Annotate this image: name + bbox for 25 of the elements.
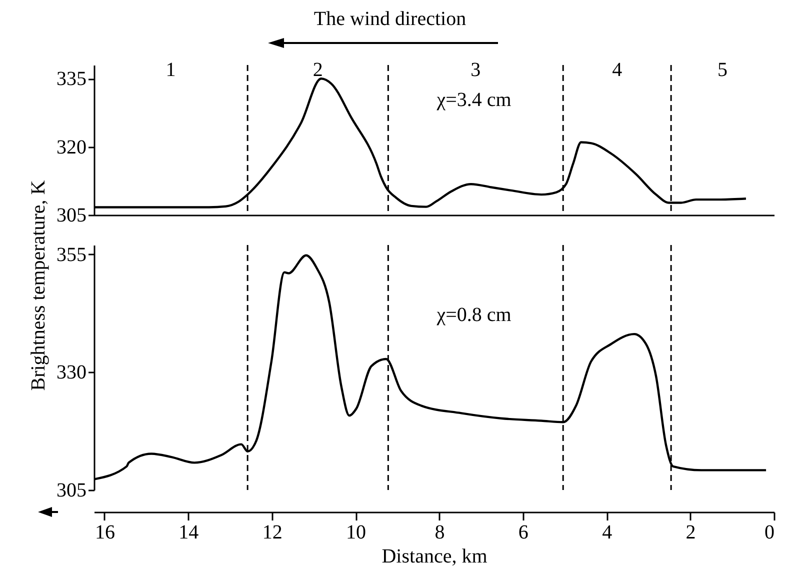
annotation: χ=0.8 cm <box>436 304 512 326</box>
annotation: 3 <box>470 59 481 81</box>
y-tick-label: 320 <box>56 136 86 158</box>
x-tick-label: 8 <box>434 522 445 544</box>
y-axis-title: Brightness temperature, K <box>28 180 50 391</box>
y-tick-label: 355 <box>56 244 86 266</box>
x-tick-label: 6 <box>518 522 528 544</box>
y-tick-label: 305 <box>56 480 86 502</box>
y-tick-label: 335 <box>56 68 86 90</box>
y-tick-label: 330 <box>56 362 86 384</box>
x-axis-title: Distance, km <box>382 546 488 568</box>
annotation: 4 <box>612 59 622 81</box>
x-tick-label: 12 <box>262 522 282 544</box>
x-tick-label: 2 <box>686 522 696 544</box>
x-tick-label: 14 <box>178 522 199 544</box>
annotation: 5 <box>718 59 728 81</box>
y-tick-label: 305 <box>56 204 86 226</box>
text: The wind direction <box>312 8 468 31</box>
x-tick-label: 16 <box>94 522 115 544</box>
annotation: 1 <box>166 59 176 81</box>
x-tick-label: 0 <box>764 522 774 544</box>
x-tick-label: 4 <box>602 522 612 544</box>
annotation: χ=3.4 cm <box>436 89 512 111</box>
annotation: 2 <box>312 59 323 81</box>
x-tick-label: 10 <box>346 522 366 544</box>
